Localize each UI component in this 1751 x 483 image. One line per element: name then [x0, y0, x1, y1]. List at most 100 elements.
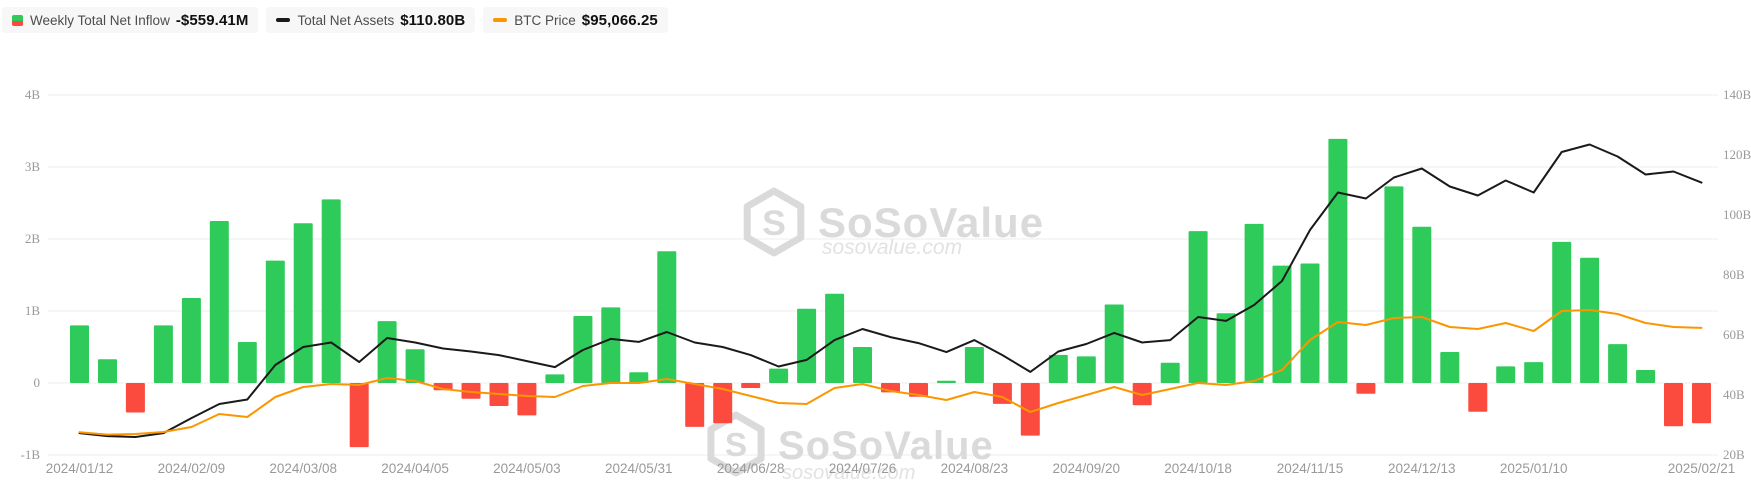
inflow-bar[interactable]	[685, 383, 705, 427]
chart-legend: Weekly Total Net Inflow -$559.41M Total …	[2, 7, 668, 33]
inflow-bar[interactable]	[936, 380, 956, 383]
x-axis-tick-label: 2024/12/13	[1388, 461, 1456, 476]
inflow-bar[interactable]	[1020, 383, 1040, 436]
inflow-bar[interactable]	[1636, 370, 1656, 383]
left-axis-tick-label: 1B	[25, 303, 41, 318]
legend-value: -$559.41M	[175, 11, 249, 29]
watermark-domain: sosovalue.com	[782, 462, 915, 483]
legend-item-weekly-net-inflow[interactable]: Weekly Total Net Inflow -$559.41M	[2, 7, 259, 33]
inflow-bar[interactable]	[1076, 356, 1096, 383]
inflow-bar[interactable]	[321, 199, 341, 383]
legend-value: $95,066.25	[581, 11, 658, 29]
inflow-bar[interactable]	[1552, 241, 1572, 383]
inflow-bar[interactable]	[1440, 352, 1460, 383]
x-axis-tick-label: 2024/06/28	[717, 461, 785, 476]
left-axis-tick-label: 3B	[25, 159, 41, 174]
right-axis-tick-label: 20B	[1723, 447, 1745, 462]
inflow-bar[interactable]	[545, 374, 565, 383]
inflow-bar[interactable]	[1104, 304, 1124, 384]
tna-legend-icon	[276, 18, 291, 22]
inflow-bar[interactable]	[1216, 313, 1236, 383]
inflow-bar[interactable]	[1468, 383, 1488, 412]
left-axis-labels: 4B 3B 2B 1B 0 -1B	[21, 87, 41, 462]
inflow-bar[interactable]	[237, 342, 257, 383]
x-axis-tick-label: 2024/01/12	[46, 461, 114, 476]
x-axis-tick-label: 2024/11/15	[1277, 461, 1344, 476]
inflow-bar[interactable]	[713, 383, 733, 424]
inflow-bar[interactable]	[293, 223, 313, 383]
inflow-bar[interactable]	[98, 359, 117, 383]
inflow-bar[interactable]	[153, 325, 173, 383]
inflow-bar[interactable]	[1524, 362, 1544, 383]
inflow-bar[interactable]	[1384, 186, 1404, 383]
inflow-bar[interactable]	[1608, 344, 1628, 383]
x-axis-tick-label: 2024/05/03	[493, 461, 561, 476]
x-axis-tick-label: 2025/01/10	[1500, 461, 1568, 476]
weekly-net-inflow-bars	[70, 138, 1711, 448]
legend-item-total-net-assets[interactable]: Total Net Assets $110.80B	[266, 7, 476, 33]
x-axis-tick-label: 2024/04/05	[381, 461, 449, 476]
inflow-bar[interactable]	[601, 307, 621, 383]
watermark-brand: SoSoValue	[818, 199, 1044, 246]
x-axis-labels: 2024/01/12 2024/02/09 2024/03/08 2024/04/05…	[46, 461, 1736, 476]
inflow-bar[interactable]	[825, 293, 845, 383]
inflow-bar[interactable]	[853, 347, 872, 383]
inflow-bar[interactable]	[909, 383, 928, 397]
x-axis-tick-label: 2024/10/18	[1164, 461, 1232, 476]
inflow-bar[interactable]	[797, 308, 817, 383]
x-axis-tick-label: 2024/05/31	[605, 461, 673, 476]
legend-value: $110.80B	[400, 11, 466, 29]
inflow-bar[interactable]	[405, 349, 425, 383]
total-net-assets-line[interactable]	[78, 143, 1703, 438]
inflow-bar[interactable]	[769, 368, 789, 383]
x-axis-tick-label: 2024/09/20	[1053, 461, 1121, 476]
inflow-bar[interactable]	[1160, 362, 1180, 383]
right-axis-tick-label: 140B	[1723, 87, 1751, 102]
inflow-bar[interactable]	[1664, 383, 1683, 427]
inflow-legend-icon	[12, 14, 23, 26]
inflow-bar[interactable]	[1244, 223, 1264, 383]
inflow-bar[interactable]	[1300, 263, 1320, 384]
legend-label: Weekly Total Net Inflow	[30, 12, 170, 28]
left-axis-tick-label: 2B	[25, 231, 41, 246]
inflow-bar[interactable]	[377, 321, 397, 383]
left-axis-tick-label: -1B	[21, 447, 41, 462]
inflow-bar[interactable]	[657, 251, 677, 383]
inflow-bar[interactable]	[1188, 231, 1208, 383]
inflow-bar[interactable]	[461, 383, 481, 399]
inflow-bar[interactable]	[629, 372, 649, 383]
inflow-bar[interactable]	[349, 383, 369, 448]
watermark-logo-s: S	[762, 203, 786, 243]
inflow-bar[interactable]	[1272, 265, 1292, 383]
inflow-bar[interactable]	[265, 260, 285, 383]
inflow-bar[interactable]	[964, 347, 984, 383]
legend-item-btc-price[interactable]: BTC Price $95,066.25	[483, 7, 668, 33]
inflow-bar[interactable]	[1692, 383, 1711, 424]
x-axis-tick-label: 2024/08/23	[941, 461, 1009, 476]
inflow-bar[interactable]	[517, 383, 537, 416]
inflow-bar[interactable]	[125, 383, 145, 413]
inflow-bar[interactable]	[741, 383, 761, 388]
inflow-bar[interactable]	[1580, 257, 1600, 383]
inflow-bar[interactable]	[209, 221, 229, 383]
inflow-bar[interactable]	[70, 325, 89, 383]
watermark-brand: SoSoValue	[778, 424, 994, 468]
right-axis-tick-label: 100B	[1723, 207, 1751, 222]
x-axis-tick-label: 2025/02/21	[1668, 461, 1736, 476]
inflow-bar[interactable]	[181, 298, 201, 383]
right-axis-tick-label: 120B	[1723, 147, 1751, 162]
x-axis-tick-label: 2024/07/26	[829, 461, 897, 476]
inflow-bar[interactable]	[1412, 226, 1432, 383]
watermark-logo-s: S	[725, 427, 747, 464]
right-axis-tick-label: 60B	[1723, 327, 1745, 342]
inflow-bar[interactable]	[1356, 383, 1376, 394]
inflow-bar[interactable]	[1496, 366, 1516, 383]
inflow-bar[interactable]	[1328, 138, 1348, 383]
btc-price-line[interactable]	[78, 309, 1703, 436]
right-axis-labels: 140B 120B 100B 80B 60B 40B 20B	[1723, 87, 1751, 462]
left-axis-tick-label: 4B	[25, 87, 41, 102]
inflow-bar[interactable]	[1048, 354, 1068, 383]
